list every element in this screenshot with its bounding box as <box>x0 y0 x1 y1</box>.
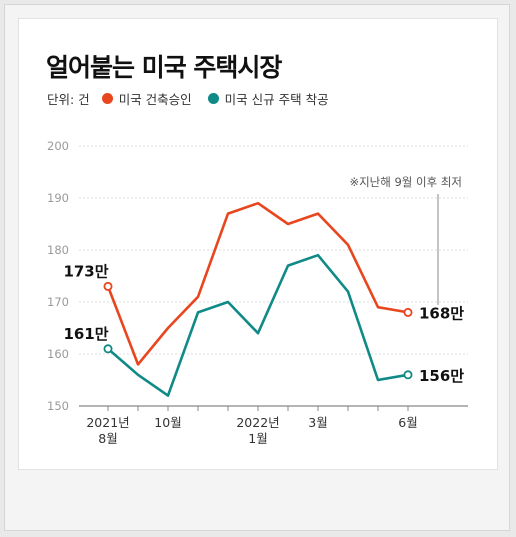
x-tick-label-2021-08-1: 8월 <box>98 431 117 446</box>
point-label-0-10: 168만 <box>419 304 464 322</box>
x-tick-label-2022-03-0: 3월 <box>308 415 327 430</box>
x-tick-label-2022-01-1: 1월 <box>248 431 267 446</box>
series-line-1 <box>106 253 410 397</box>
legend-dot-permits <box>101 92 113 104</box>
series-0-marker-10 <box>403 307 413 317</box>
legend-item-starts: 미국 신규 주택 착공 <box>207 89 329 108</box>
point-label-1-10: 156만 <box>419 367 464 385</box>
legend-label-starts: 미국 신규 주택 착공 <box>224 91 329 107</box>
point-label-1-0: 161만 <box>63 325 108 343</box>
series-0-marker-0 <box>103 281 113 291</box>
x-tick-label-2022-01-0: 2022년 <box>236 415 279 430</box>
point-label-0-0: 173만 <box>63 262 108 280</box>
chart-title: 얼어붙는 미국 주택시장 <box>46 53 282 82</box>
legend-item-permits: 미국 건축승인 <box>101 89 192 108</box>
chart-card <box>18 18 498 470</box>
y-tick-label-190: 190 <box>47 191 69 205</box>
legend-dot-starts <box>207 92 219 104</box>
x-tick-label-2022-06-0: 6월 <box>398 415 417 430</box>
series-1-marker-10 <box>403 370 413 380</box>
y-tick-label-150: 150 <box>47 399 69 413</box>
y-tick-label-200: 200 <box>47 139 69 153</box>
unit-label: 단위: 건 <box>47 91 90 107</box>
y-tick-label-180: 180 <box>47 243 69 257</box>
x-tick-label-2021-10-0: 10월 <box>154 415 181 430</box>
x-tick-label-2021-08-0: 2021년 <box>86 415 129 430</box>
legend-label-permits: 미국 건축승인 <box>118 91 192 107</box>
y-tick-label-160: 160 <box>47 347 69 361</box>
annotation-text: ※지난해 9월 이후 최저 <box>349 175 462 189</box>
series-1-marker-0 <box>103 344 113 354</box>
y-tick-label-170: 170 <box>47 295 69 309</box>
series-line-0 <box>106 201 410 366</box>
legend: 단위: 건 미국 건축승인 미국 신규 주택 착공 <box>47 89 345 107</box>
